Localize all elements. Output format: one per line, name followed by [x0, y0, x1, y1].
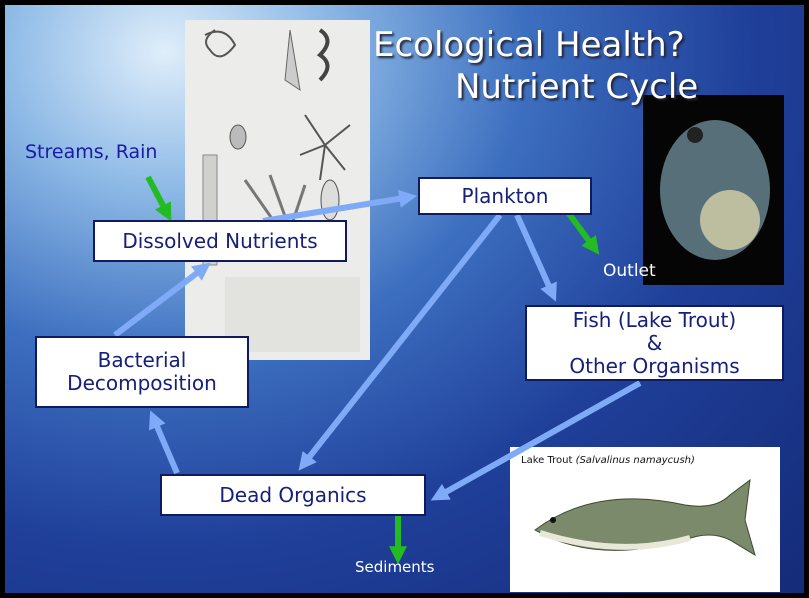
node-text: Plankton — [420, 185, 590, 208]
title-line: Nutrient Cycle — [455, 67, 698, 107]
slide: Ecological Health? Nutrient Cycle Stream… — [5, 5, 804, 593]
caption-species: (Salvalinus namaycush) — [576, 455, 695, 466]
node-text: Other Organisms — [527, 355, 782, 378]
page: Ecological Health? Nutrient Cycle Stream… — [0, 0, 809, 598]
node-text: Decomposition — [37, 372, 247, 395]
input-label: Streams, Rain — [25, 141, 157, 163]
node-text: Dissolved Nutrients — [95, 230, 345, 253]
node-text: Fish (Lake Trout) — [527, 309, 782, 332]
node: Dead Organics — [160, 474, 426, 516]
node: Plankton — [418, 177, 592, 215]
caption-name: Lake Trout — [521, 455, 572, 466]
phytoplankton-image — [185, 20, 370, 360]
outlet-label: Outlet — [603, 261, 656, 281]
node: Bacterial Decomposition — [35, 336, 249, 408]
node-text: & — [527, 332, 782, 355]
photo-caption: Lake Trout (Salvalinus namaycush) — [521, 455, 695, 466]
lake-trout-image — [510, 447, 780, 592]
node: Fish (Lake Trout) & Other Organisms — [525, 305, 784, 381]
daphnia-image — [643, 95, 784, 285]
title-line: Ecological Health? — [373, 25, 685, 65]
node-text: Dead Organics — [162, 484, 424, 507]
node-text: Bacterial — [37, 349, 247, 372]
sediments-label: Sediments — [355, 558, 434, 576]
node: Dissolved Nutrients — [93, 220, 347, 262]
